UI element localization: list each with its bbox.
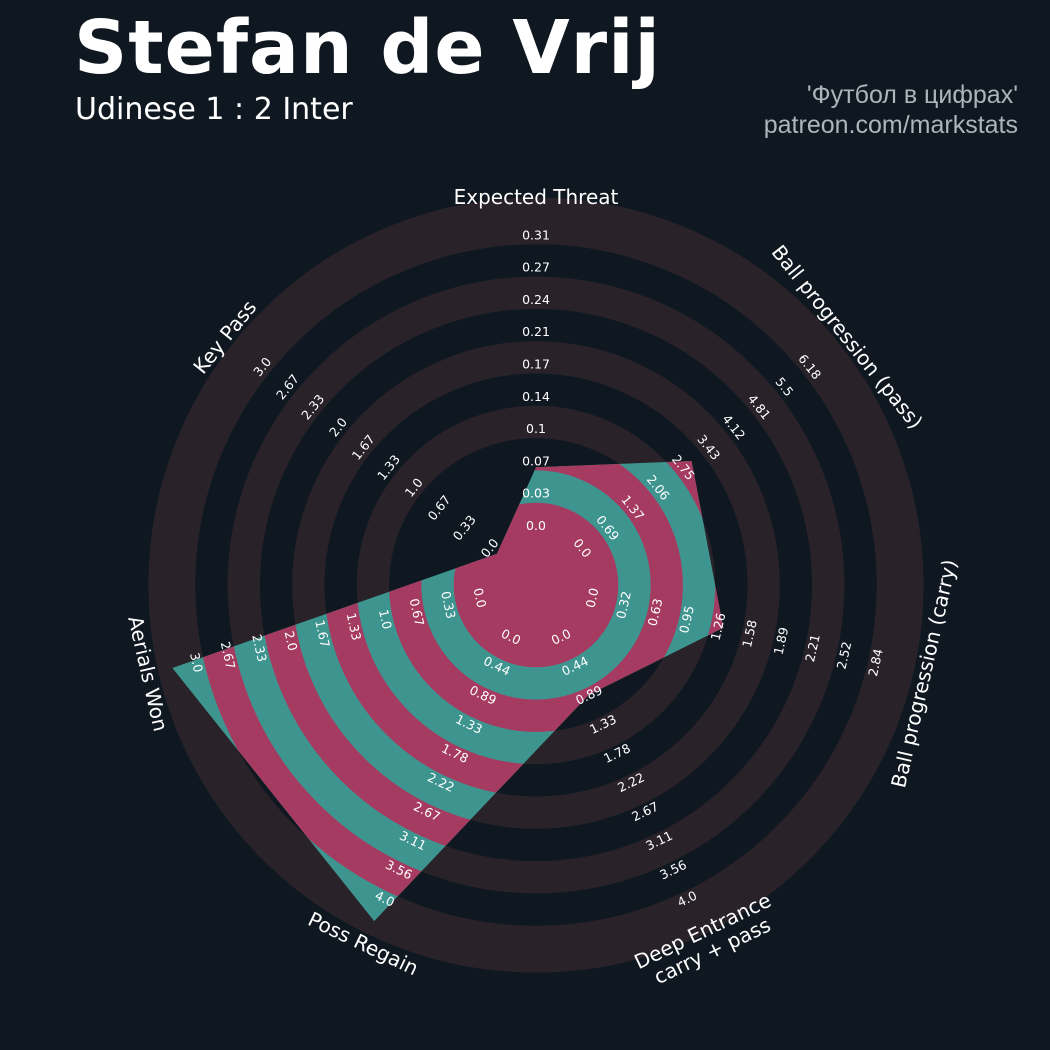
axis-tick-label: 0.03 [522,486,550,501]
axis-tick-label: 2.21 [802,633,823,663]
axis-tick-label: 0.95 [676,604,697,634]
axis-tick-label: 3.0 [187,651,206,674]
radar-ring-band [148,197,924,973]
axis-tick-label: 0.14 [522,389,550,404]
axis-tick-label: 0.21 [522,324,550,339]
radar-ring-band [227,276,845,894]
axis-tick-label: 0.0 [582,586,601,609]
credits: 'Футбол в цифрах' patreon.com/markstats [764,80,1018,140]
axis-tick-label: 2.67 [218,640,239,670]
axis-tick-label: 2.0 [282,630,301,653]
player-name: Stefan de Vrij [74,5,661,91]
axis-tick-label: 0.31 [522,227,550,242]
axis-tick-label: 0.33 [450,512,479,543]
axis-tick-label: 0.27 [522,260,550,275]
match-score: Udinese 1 : 2 Inter [75,92,353,127]
axis-tick-label: 2.52 [834,640,855,670]
axis-tick-label: 0.63 [645,597,666,627]
axis-tick-label: 1.33 [344,611,365,641]
axis-tick-label: 0.1 [526,421,546,436]
axis-tick-label: 0.24 [522,292,550,307]
param-label: Expected Threat [454,185,619,209]
credit-title: 'Футбол в цифрах' [806,81,1018,109]
axis-tick-label: 0.0 [470,586,489,609]
axis-tick-label: 1.67 [312,618,333,648]
axis-tick-label: 0.33 [438,590,459,620]
axis-tick-label: 2.84 [865,647,886,678]
axis-tick-label: 0.32 [613,590,634,620]
axis-tick-label: 0.07 [522,453,550,468]
axis-tick-label: 0.0 [526,518,546,533]
axis-tick-label: 0.67 [407,597,428,627]
radar-ring-band [292,341,780,829]
axis-tick-label: 1.0 [376,608,395,631]
axis-tick-label: 0.17 [522,357,550,372]
axis-tick-label: 2.33 [249,633,270,663]
axis-tick-label: 1.58 [739,618,760,649]
credit-link[interactable]: patreon.com/markstats [763,111,1018,139]
axis-tick-label: 1.26 [708,611,729,642]
axis-tick-label: 1.89 [771,626,792,657]
radar-center [486,535,586,635]
axis-tick-label: 0.67 [424,492,453,523]
